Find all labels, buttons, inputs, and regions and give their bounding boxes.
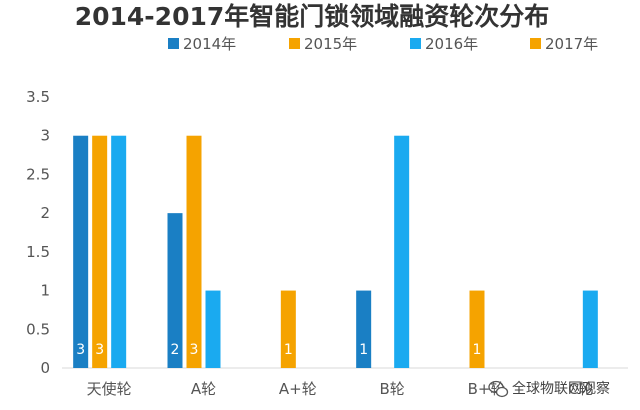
bar (469, 290, 485, 368)
data-label: 1 (284, 342, 293, 358)
bars (73, 135, 598, 368)
data-label: 3 (190, 342, 199, 358)
y-axis: 0 0.5 1 1.5 2 2.5 3 3.5 (26, 88, 50, 377)
y-tick-label: 3.5 (26, 88, 50, 106)
bar (356, 290, 372, 368)
legend-swatch (530, 38, 541, 49)
data-label: 1 (473, 342, 482, 358)
x-tick-label: A轮 (191, 380, 216, 398)
bar (582, 290, 598, 368)
chart-title: 2014-2017年智能门锁领域融资轮次分布 (75, 2, 550, 31)
data-label: 3 (76, 342, 85, 358)
legend: 2014年 2015年 2016年 2017年 (168, 35, 598, 53)
bar (280, 290, 296, 368)
x-axis: 天使轮 A轮 A+轮 B轮 B+轮 C轮 (87, 380, 594, 398)
data-label: 1 (359, 342, 368, 358)
legend-label: 2015年 (304, 35, 357, 53)
bar (205, 290, 221, 368)
bar (394, 135, 410, 368)
y-tick-label: 0 (40, 359, 50, 377)
bar (167, 213, 183, 368)
y-tick-label: 2 (40, 204, 50, 222)
bar (186, 135, 202, 368)
y-tick-label: 0.5 (26, 320, 50, 338)
wechat-icon (488, 380, 509, 398)
y-tick-label: 2.5 (26, 165, 50, 183)
watermark: 全球物联网观察 (488, 380, 610, 398)
x-tick-label: A+轮 (279, 380, 317, 398)
bar (92, 135, 108, 368)
y-tick-label: 1.5 (26, 243, 50, 261)
x-tick-label: 天使轮 (87, 380, 132, 398)
data-label: 3 (95, 342, 104, 358)
legend-swatch (168, 38, 179, 49)
y-tick-label: 1 (40, 282, 50, 300)
legend-label: 2017年 (545, 35, 598, 53)
legend-label: 2016年 (425, 35, 478, 53)
y-tick-label: 3 (40, 127, 50, 145)
data-label: 2 (171, 342, 180, 358)
legend-label: 2014年 (183, 35, 236, 53)
bar (73, 135, 89, 368)
watermark-text: 全球物联网观察 (512, 380, 610, 397)
x-tick-label: B+轮 (468, 380, 506, 398)
x-tick-label: B轮 (380, 380, 405, 398)
bar (111, 135, 127, 368)
legend-swatch (289, 38, 300, 49)
x-tick-label: C轮 (568, 380, 593, 398)
legend-swatch (410, 38, 421, 49)
